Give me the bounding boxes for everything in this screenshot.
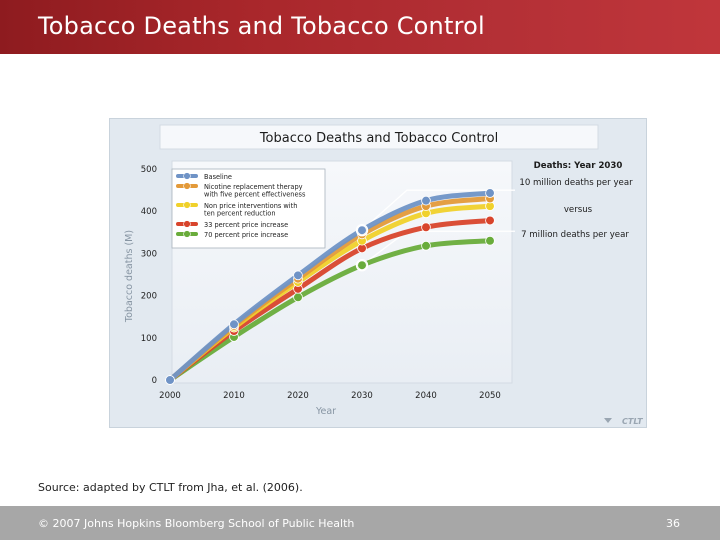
x-tick-label: 2030 [351,391,373,401]
data-point [229,319,239,330]
data-point [485,235,495,246]
ctlt-logo-text: CTLT [622,417,643,426]
y-axis-title: Tobacco deaths (M) [124,230,135,323]
data-point [293,270,303,281]
y-tick-label: 100 [141,334,157,344]
annotation-high: 10 million deaths per year [519,178,633,188]
x-tick-label: 2050 [479,391,501,401]
data-point [485,215,495,226]
data-point [421,241,431,251]
chart-frame: Tobacco Deaths and Tobacco Control 0 100 2… [109,118,647,428]
data-point [421,222,431,233]
legend-label-line: Nicotine replacement therapy [204,183,303,191]
footer: © 2007 Johns Hopkins Bloomberg School of… [0,506,720,540]
y-tick-label: 0 [152,376,157,386]
y-tick-label: 300 [141,249,157,259]
title-bar: Tobacco Deaths and Tobacco Control [0,0,720,54]
data-point [357,225,367,235]
axes: 0 100 200 300 400 500 2000 2010 2020 2030 2040 2050 [141,165,501,401]
ctlt-logo-mark [604,418,612,423]
data-point [421,195,431,206]
x-axis-title: Year [315,406,336,417]
highlight-marker-high [355,223,369,237]
legend-label-line: Baseline [204,173,232,181]
legend-label-line: ten percent reduction [204,210,276,218]
y-tick-label: 400 [141,207,157,217]
legend-swatch-point [183,230,191,238]
legend-swatch-point [183,220,191,228]
data-point [485,188,495,198]
legend-label: Non price interventions with ten percent … [204,202,297,218]
legend-label-line: with five percent effectiveness [204,191,306,199]
chart-title-panel [159,124,599,150]
legend-swatch-point [183,172,191,180]
source-note: Source: adapted by CTLT from Jha, et al.… [38,481,303,494]
legend-label-line: 70 percent price increase [204,231,288,239]
series-lines [167,190,493,383]
tobacco-deaths-chart: Tobacco Deaths and Tobacco Control 0 100 2… [124,124,643,426]
data-point [357,260,367,271]
legend: Baseline Nicotine replacement therapy with… [171,168,326,249]
annotation-low: 7 million deaths per year [521,230,629,240]
annotation-heading: Deaths: Year 2030 [534,161,623,171]
legend-label-line: Non price interventions with [204,202,297,210]
series-points [165,188,495,385]
data-point [293,292,303,303]
highlight-marker-low [355,259,369,272]
legend-label-line: 33 percent price increase [204,221,288,229]
series-line [167,190,493,383]
data-point [165,375,175,385]
legend-label: Baseline [204,173,232,181]
chart-title: Tobacco Deaths and Tobacco Control [259,131,498,146]
y-tick-label: 500 [141,165,157,175]
copyright: © 2007 Johns Hopkins Bloomberg School of… [38,517,355,530]
page-number: 36 [666,517,680,530]
series-line [167,238,493,383]
ctlt-logo: CTLT [604,417,643,426]
guide-line-high [361,189,515,231]
legend-label: Nicotine replacement therapy with five pe… [204,183,306,199]
legend-swatch-point [183,182,191,190]
y-tick-label: 200 [141,292,157,302]
x-tick-label: 2010 [223,391,245,401]
x-tick-label: 2020 [287,391,309,401]
legend-label: 70 percent price increase [204,231,288,239]
legend-label: 33 percent price increase [204,221,288,229]
x-tick-label: 2000 [159,391,181,401]
x-tick-label: 2040 [415,391,437,401]
slide-title: Tobacco Deaths and Tobacco Control [38,12,485,40]
legend-swatch-point [183,201,191,209]
annotation-middle: versus [564,205,593,215]
annotation: Deaths: Year 2030 10 million deaths per … [519,161,633,240]
